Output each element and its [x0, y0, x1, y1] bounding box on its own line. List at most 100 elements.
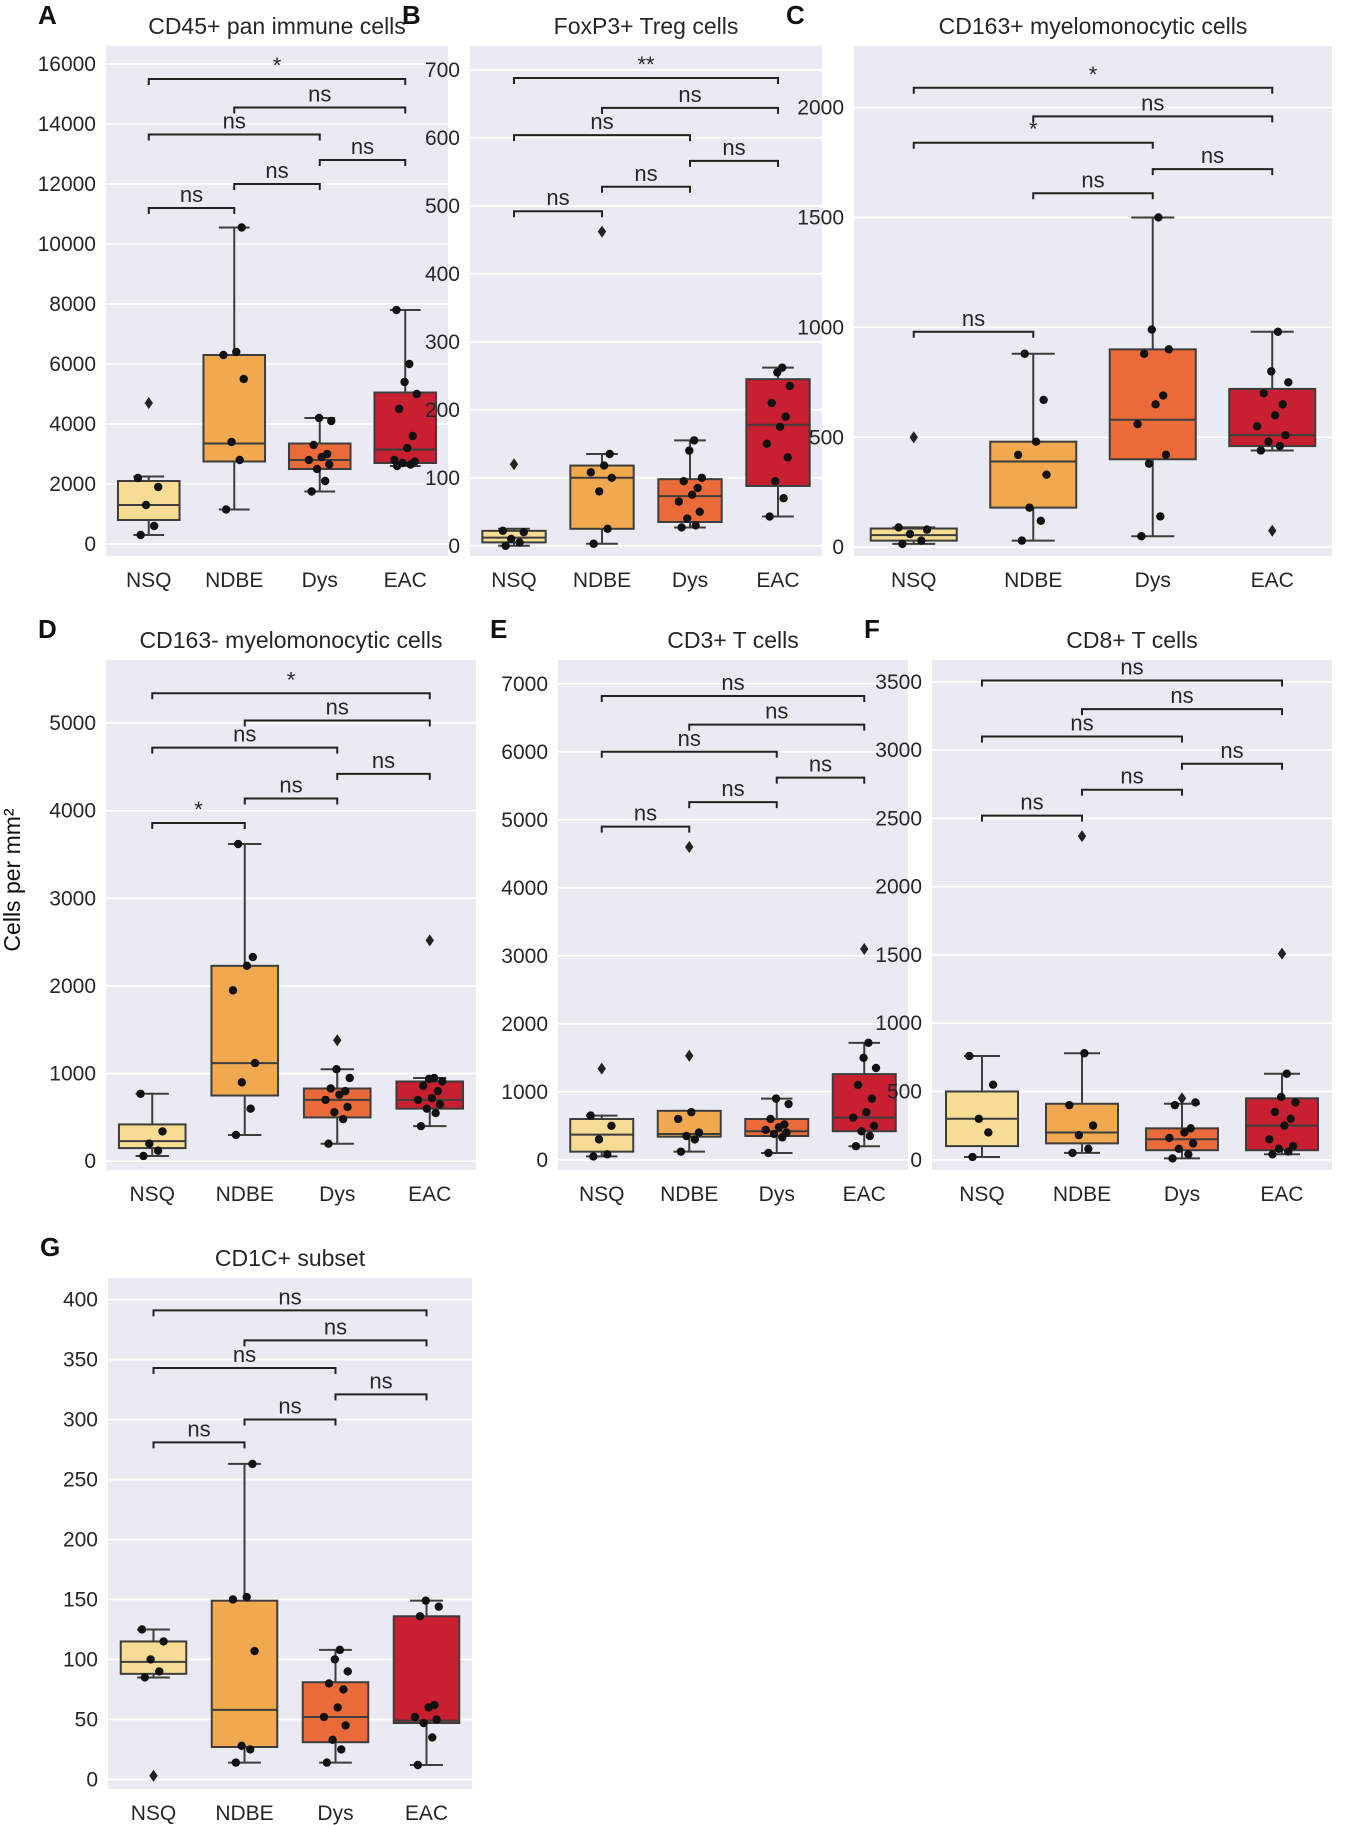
x-tick-label: NSQ [579, 1183, 625, 1206]
data-point [777, 363, 787, 372]
data-point [433, 1086, 443, 1096]
significance-bracket [912, 86, 1274, 94]
significance-bracket [152, 1309, 428, 1317]
box-Dys [657, 436, 723, 532]
data-point [1281, 430, 1290, 440]
chart-title: FoxP3+ Treg cells [554, 13, 739, 39]
panel-letter: F [864, 614, 880, 644]
data-point [1282, 1069, 1291, 1078]
x-tick-label: EAC [405, 1802, 448, 1825]
data-point [248, 1459, 257, 1469]
data-point [324, 1679, 334, 1688]
data-point [421, 1596, 430, 1605]
box-body [210, 1599, 279, 1749]
data-point [781, 412, 790, 421]
y-tick-label: 2000 [49, 975, 96, 998]
significance-bracket [912, 141, 1154, 149]
data-point [687, 1108, 696, 1117]
data-point [1151, 400, 1160, 409]
box-Dys [744, 1094, 810, 1158]
significance-bracket [1181, 762, 1283, 770]
x-tick-label: NSQ [129, 1183, 175, 1206]
outlier-marker [685, 841, 694, 853]
y-tick-label: 400 [63, 1289, 98, 1312]
x-tick-label: Dys [317, 1802, 353, 1825]
y-tick-label: 4000 [501, 877, 548, 900]
data-point [133, 473, 143, 483]
data-point [415, 1612, 425, 1621]
significance-label: ns [809, 752, 832, 777]
data-point [1140, 349, 1149, 358]
data-point [1188, 1139, 1198, 1148]
panel-letter: D [38, 614, 57, 644]
x-tick-label: EAC [408, 1183, 451, 1206]
outlier-marker [1177, 1092, 1187, 1105]
y-tick-label: 0 [448, 535, 460, 558]
data-point [515, 538, 524, 547]
outlier-marker [597, 1062, 606, 1075]
y-tick-label: 5000 [49, 712, 96, 735]
data-point [1168, 1154, 1177, 1163]
data-point [246, 1104, 255, 1113]
data-point [968, 1152, 977, 1162]
box-EAC [392, 1596, 461, 1770]
box-NDBE [210, 839, 280, 1140]
plot-area [854, 46, 1332, 556]
data-point [767, 398, 776, 408]
y-tick-label: 0 [536, 1149, 548, 1172]
data-point [1088, 1121, 1098, 1130]
data-point [1275, 441, 1285, 451]
significance-bracket [147, 207, 236, 214]
data-point [419, 1718, 428, 1728]
data-point [412, 389, 421, 399]
data-point [1259, 389, 1268, 398]
outlier-marker [425, 934, 434, 947]
data-point [390, 455, 399, 465]
y-tick-label: 0 [84, 533, 96, 556]
data-point [862, 1108, 871, 1117]
significance-label: ns [765, 699, 788, 724]
data-point [319, 1712, 329, 1722]
data-point [339, 1685, 348, 1694]
significance-bracket [600, 750, 778, 758]
y-tick-label: 500 [887, 1080, 922, 1103]
box-NSQ [481, 458, 547, 550]
data-point [155, 1667, 164, 1676]
data-point [1065, 1100, 1074, 1110]
significance-bracket [689, 159, 779, 167]
significance-bracket [1081, 788, 1183, 796]
data-point [250, 1646, 259, 1656]
panel-C: 0 500 1000 1500 2000 CD163+ myelomonocytic ce… [786, 0, 1332, 592]
y-tick-label: 0 [84, 1150, 96, 1173]
data-point [335, 1645, 345, 1655]
significance-label: * [1029, 117, 1038, 142]
x-tick-label: NDBE [205, 569, 263, 592]
panel-F: 0 500 1000 1500 2000 2500 3000 3500 CD8+ T cells… [864, 614, 1332, 1206]
data-point [324, 1139, 333, 1148]
significance-label: ns [372, 748, 395, 773]
data-point [237, 1078, 247, 1087]
y-tick-label: 100 [425, 467, 460, 490]
data-point [519, 528, 528, 537]
box-body [989, 440, 1078, 509]
box-EAC [745, 363, 811, 521]
data-point [848, 1113, 858, 1122]
x-tick-label: Dys [1135, 569, 1171, 592]
data-point [330, 1107, 339, 1117]
data-point [765, 512, 774, 521]
x-tick-label: EAC [384, 569, 427, 592]
data-point [141, 500, 151, 510]
data-point [685, 446, 694, 455]
data-point [769, 1129, 779, 1139]
data-point [154, 482, 163, 492]
significance-label: * [194, 797, 203, 822]
box-Dys [287, 413, 352, 496]
box-NDBE [989, 349, 1078, 545]
data-point [1154, 213, 1163, 222]
box-body [116, 480, 181, 521]
y-tick-label: 6000 [49, 353, 96, 376]
significance-label: * [273, 53, 282, 78]
data-point [1277, 1092, 1286, 1102]
box-body [202, 354, 267, 463]
